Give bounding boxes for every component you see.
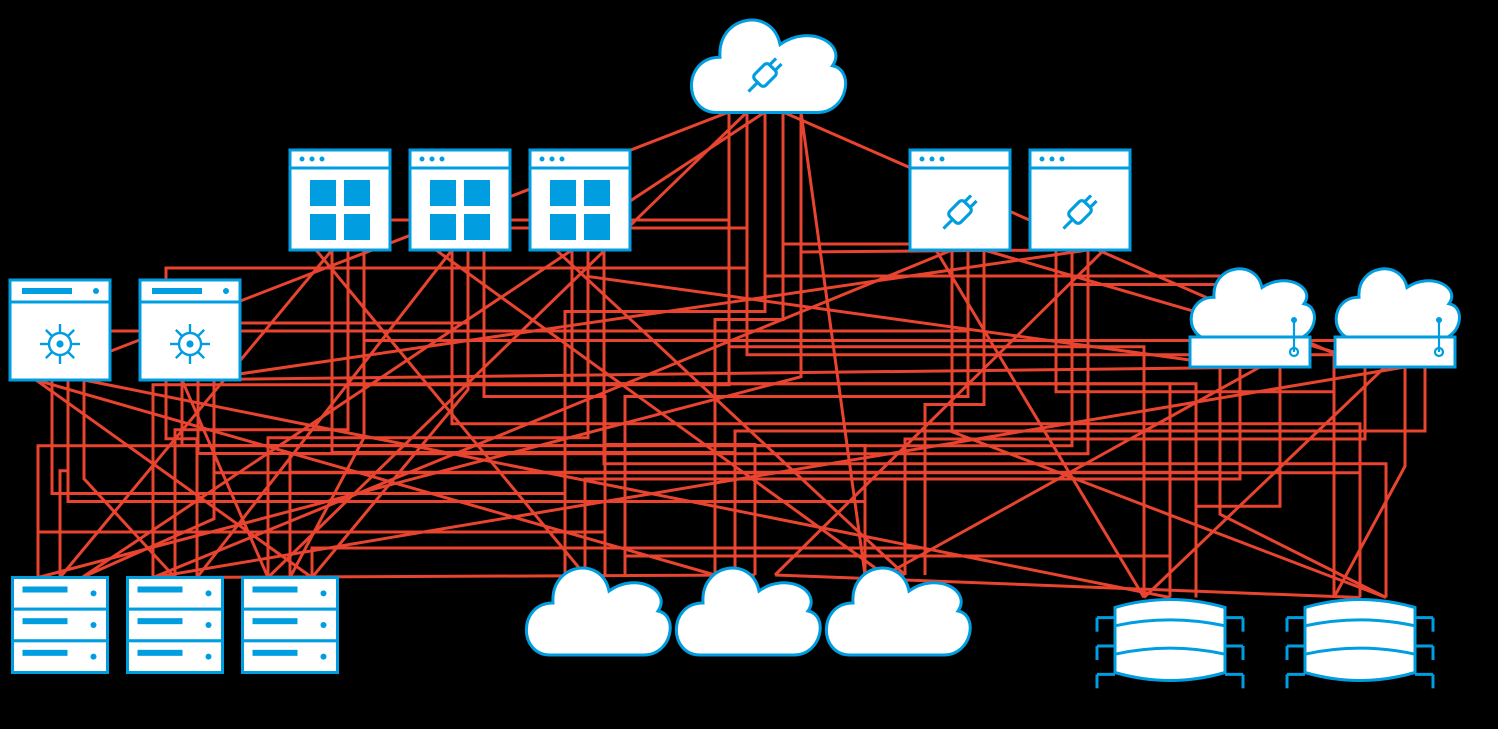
server-gear-1 [10, 280, 110, 380]
plug-cloud [691, 20, 845, 112]
edge-win-plug-1-cloud-b-1 [625, 250, 968, 575]
edge-plug-cloud-cloud-b-3 [801, 112, 865, 575]
edge-cloud-server-1-storage-1 [1196, 367, 1280, 598]
rack-3 [243, 578, 338, 673]
rack-2 [128, 578, 223, 673]
edge-cloud-server-2-storage-2 [1334, 367, 1405, 598]
win-grid-1 [290, 150, 390, 250]
win-grid-3 [530, 150, 630, 250]
win-plug-1 [910, 150, 1010, 250]
edge-server-gear-1-storage-1 [84, 380, 1170, 598]
cloud-b-1 [526, 568, 670, 655]
cloud-b-2 [676, 568, 820, 655]
network-diagram [0, 0, 1498, 729]
win-plug-2 [1030, 150, 1130, 250]
edge-rack-3-cloud-b-3 [312, 548, 925, 578]
storage-2 [1287, 600, 1433, 689]
server-gear-2 [140, 280, 240, 380]
nodes-layer [10, 20, 1459, 688]
win-grid-2 [410, 150, 510, 250]
cloud-server-2 [1335, 269, 1459, 367]
rack-1 [13, 578, 108, 673]
edge-win-grid-1-cloud-b-2 [332, 250, 735, 575]
edge-server-gear-1-rack-2 [84, 380, 175, 578]
storage-1 [1097, 600, 1243, 689]
edge-cloud-server-2-storage-1 [1144, 367, 1385, 598]
